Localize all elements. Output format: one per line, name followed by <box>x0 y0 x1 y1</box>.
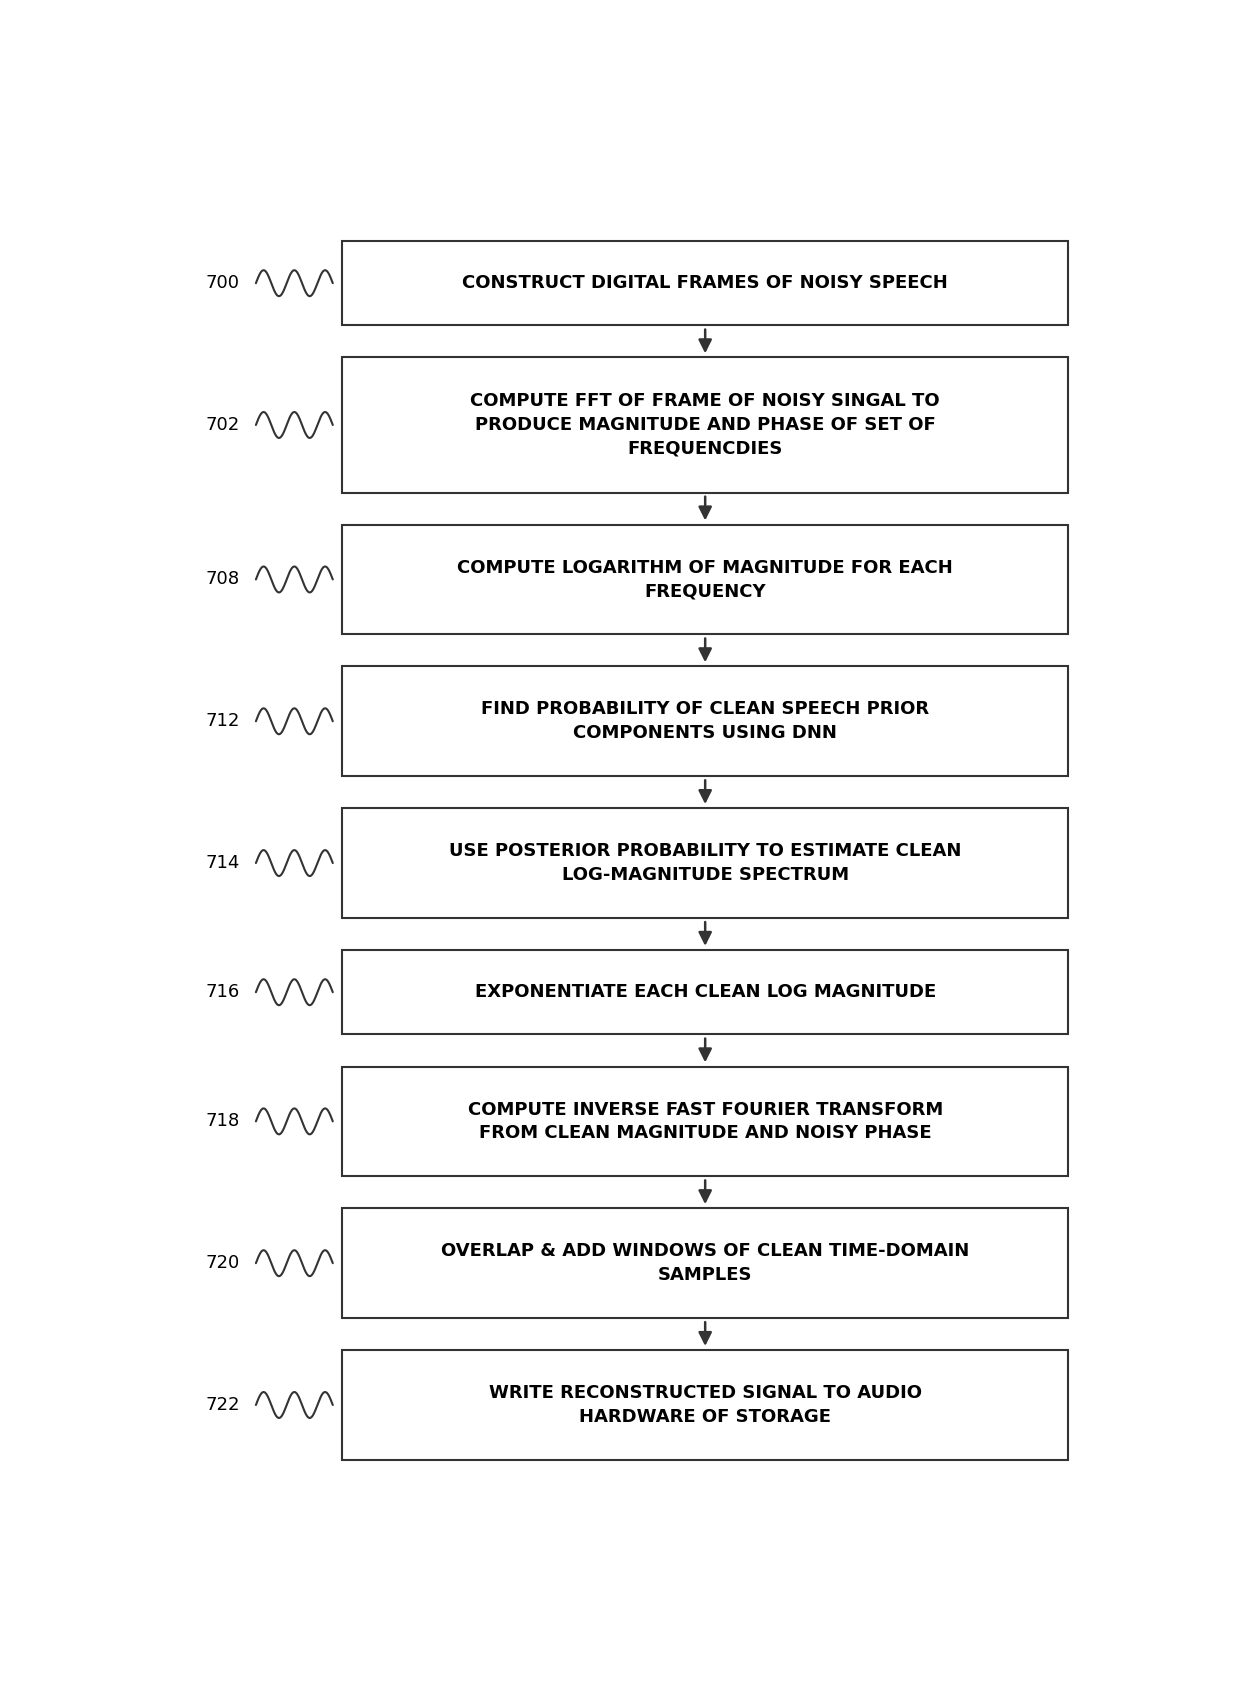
FancyBboxPatch shape <box>342 357 1068 492</box>
Text: 708: 708 <box>205 571 239 588</box>
Text: 722: 722 <box>205 1396 239 1415</box>
Text: WRITE RECONSTRUCTED SIGNAL TO AUDIO
HARDWARE OF STORAGE: WRITE RECONSTRUCTED SIGNAL TO AUDIO HARD… <box>489 1384 921 1426</box>
Text: COMPUTE FFT OF FRAME OF NOISY SINGAL TO
PRODUCE MAGNITUDE AND PHASE OF SET OF
FR: COMPUTE FFT OF FRAME OF NOISY SINGAL TO … <box>470 392 940 458</box>
Text: FIND PROBABILITY OF CLEAN SPEECH PRIOR
COMPONENTS USING DNN: FIND PROBABILITY OF CLEAN SPEECH PRIOR C… <box>481 701 929 743</box>
FancyBboxPatch shape <box>342 1351 1068 1460</box>
Text: USE POSTERIOR PROBABILITY TO ESTIMATE CLEAN
LOG-MAGNITUDE SPECTRUM: USE POSTERIOR PROBABILITY TO ESTIMATE CL… <box>449 842 961 884</box>
FancyBboxPatch shape <box>342 1209 1068 1319</box>
FancyBboxPatch shape <box>342 241 1068 325</box>
FancyBboxPatch shape <box>342 1066 1068 1175</box>
FancyBboxPatch shape <box>342 950 1068 1034</box>
Text: 700: 700 <box>206 274 239 293</box>
Text: 718: 718 <box>205 1113 239 1130</box>
Text: EXPONENTIATE EACH CLEAN LOG MAGNITUDE: EXPONENTIATE EACH CLEAN LOG MAGNITUDE <box>475 983 936 1002</box>
Text: 702: 702 <box>205 416 239 434</box>
Text: 720: 720 <box>205 1255 239 1271</box>
Text: CONSTRUCT DIGITAL FRAMES OF NOISY SPEECH: CONSTRUCT DIGITAL FRAMES OF NOISY SPEECH <box>463 274 949 293</box>
Text: 716: 716 <box>205 983 239 1002</box>
FancyBboxPatch shape <box>342 667 1068 776</box>
Text: 714: 714 <box>205 854 239 872</box>
Text: COMPUTE LOGARITHM OF MAGNITUDE FOR EACH
FREQUENCY: COMPUTE LOGARITHM OF MAGNITUDE FOR EACH … <box>458 559 954 600</box>
Text: 712: 712 <box>205 712 239 731</box>
FancyBboxPatch shape <box>342 525 1068 635</box>
FancyBboxPatch shape <box>342 808 1068 918</box>
Text: OVERLAP & ADD WINDOWS OF CLEAN TIME-DOMAIN
SAMPLES: OVERLAP & ADD WINDOWS OF CLEAN TIME-DOMA… <box>441 1243 970 1283</box>
Text: COMPUTE INVERSE FAST FOURIER TRANSFORM
FROM CLEAN MAGNITUDE AND NOISY PHASE: COMPUTE INVERSE FAST FOURIER TRANSFORM F… <box>467 1101 942 1142</box>
